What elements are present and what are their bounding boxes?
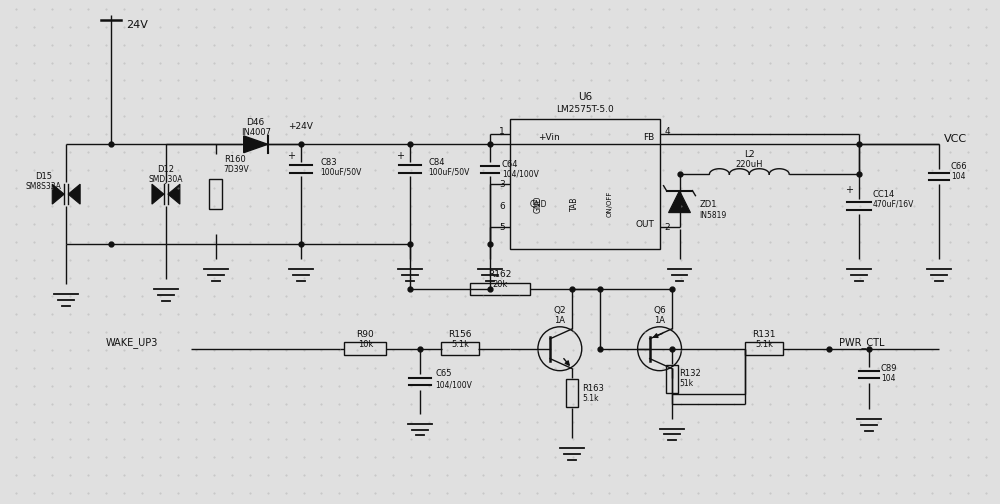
Text: C65: C65 <box>435 369 452 378</box>
Text: D46: D46 <box>247 118 265 127</box>
Text: SMDJ30A: SMDJ30A <box>149 175 183 183</box>
Text: 1: 1 <box>499 127 505 136</box>
Text: 5.1k: 5.1k <box>582 394 598 403</box>
Text: R162: R162 <box>488 271 512 279</box>
Bar <box>745 342 783 355</box>
Text: C89: C89 <box>881 364 897 373</box>
Text: FB: FB <box>643 133 655 142</box>
Text: R156: R156 <box>448 330 472 339</box>
Text: Q2: Q2 <box>554 306 566 316</box>
Text: Q6: Q6 <box>653 306 666 316</box>
Text: U6: U6 <box>578 92 592 102</box>
Polygon shape <box>669 191 690 213</box>
Text: 100uF/50V: 100uF/50V <box>428 168 470 177</box>
Text: 1A: 1A <box>654 317 665 325</box>
Text: +Vin: +Vin <box>538 133 560 142</box>
Text: 7D39V: 7D39V <box>224 165 250 174</box>
Text: D15: D15 <box>35 172 52 181</box>
Text: 104: 104 <box>881 374 895 383</box>
Text: R131: R131 <box>753 330 776 339</box>
Text: R90: R90 <box>356 330 374 339</box>
Text: 5.1k: 5.1k <box>451 340 469 349</box>
Polygon shape <box>52 184 64 204</box>
Text: WAKE_UP3: WAKE_UP3 <box>106 337 158 348</box>
Polygon shape <box>152 184 164 204</box>
Text: 3: 3 <box>499 180 505 188</box>
Text: IN4007: IN4007 <box>241 128 271 137</box>
Text: OUT: OUT <box>636 220 655 229</box>
Text: C83: C83 <box>320 158 337 167</box>
Bar <box>209 179 222 209</box>
Text: VCC: VCC <box>944 134 967 144</box>
Bar <box>470 283 530 295</box>
Text: 104/100V: 104/100V <box>502 170 539 179</box>
Text: GND: GND <box>533 196 542 213</box>
Text: 2: 2 <box>665 223 670 231</box>
Text: 6: 6 <box>499 202 505 211</box>
Text: 4: 4 <box>665 127 670 136</box>
Text: +24V: +24V <box>288 122 313 131</box>
Text: 20k: 20k <box>492 280 508 289</box>
Text: 5: 5 <box>499 223 505 231</box>
Bar <box>441 342 479 355</box>
Text: 100uF/50V: 100uF/50V <box>320 168 362 177</box>
Text: IN5819: IN5819 <box>699 211 727 220</box>
Text: GND: GND <box>529 200 547 209</box>
Text: ZD1: ZD1 <box>699 200 717 209</box>
Polygon shape <box>68 184 80 204</box>
Text: C66: C66 <box>951 162 967 171</box>
Text: 104/100V: 104/100V <box>435 380 472 389</box>
Text: R132: R132 <box>680 369 701 378</box>
Text: ON/OFF: ON/OFF <box>607 191 613 217</box>
Polygon shape <box>168 184 180 204</box>
Text: R163: R163 <box>582 384 604 393</box>
Text: TAB: TAB <box>570 197 579 211</box>
Text: 104: 104 <box>951 172 965 181</box>
Text: D12: D12 <box>157 165 174 174</box>
Text: 220uH: 220uH <box>736 160 763 169</box>
Bar <box>510 119 660 249</box>
Text: R160: R160 <box>224 155 246 164</box>
Bar <box>666 365 678 393</box>
Text: 24V: 24V <box>126 20 148 30</box>
Text: L2: L2 <box>744 150 755 159</box>
Text: PWR_CTL: PWR_CTL <box>839 337 885 348</box>
Text: 10k: 10k <box>358 340 373 349</box>
Bar <box>344 342 386 355</box>
Text: LM2575T-5.0: LM2575T-5.0 <box>556 105 614 114</box>
Text: +: + <box>845 185 853 195</box>
Polygon shape <box>244 136 268 153</box>
Text: 51k: 51k <box>680 379 694 388</box>
Text: 470uF/16V: 470uF/16V <box>873 200 914 209</box>
Text: C64: C64 <box>502 160 518 169</box>
Text: CC14: CC14 <box>873 190 895 199</box>
Text: SM8S33A: SM8S33A <box>25 181 61 191</box>
Text: 1A: 1A <box>554 317 565 325</box>
Bar <box>566 380 578 407</box>
Text: +: + <box>287 151 295 161</box>
Text: C84: C84 <box>428 158 445 167</box>
Text: +: + <box>396 151 404 161</box>
Text: 5.1k: 5.1k <box>755 340 773 349</box>
